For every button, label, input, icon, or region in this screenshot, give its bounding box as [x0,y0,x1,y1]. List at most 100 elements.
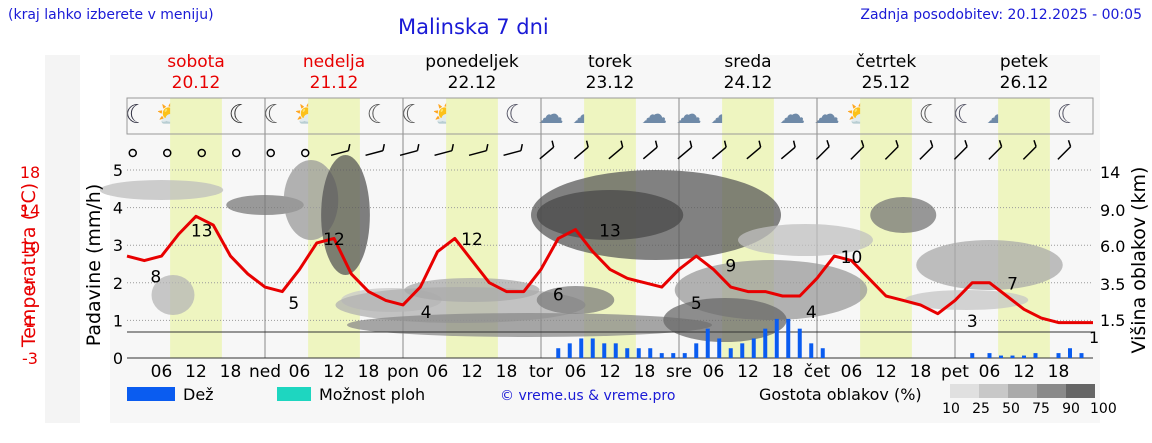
wind-barb-flag [382,143,386,151]
hour-tick: 12 [599,362,621,382]
precip-tick: 1 [113,311,123,330]
cloud-density-blob [663,298,787,342]
temp-tick: 14 [20,201,40,220]
wind-barb-flag [826,140,830,147]
rain-cloud-icon: ☁ [779,100,806,130]
wind-barb-symbol [711,140,727,160]
density-swatch [1037,384,1066,398]
left-axis-panel [45,55,80,423]
hour-tick: 12 [461,362,483,382]
cloud-density-blob [536,286,615,314]
legend-cloud-density-label: Gostota oblakov (%) [759,385,922,404]
day-date: 23.12 [585,73,635,93]
moon-icon: ☾ [228,100,252,130]
wind-barb-flag [964,140,968,147]
rain-bar [567,343,572,358]
rain-cloud-icon: ☁ [813,100,840,130]
density-step-label: 90 [1062,401,1080,417]
hour-tick: 06 [427,362,449,382]
wind-barb-symbol [746,140,762,160]
density-swatch [1008,384,1037,398]
day-date: 25.12 [861,73,911,93]
day-name: petek [999,52,1049,72]
wind-barb-symbol [365,143,386,157]
rain-bar [809,343,814,358]
day-abbrev-tick: sre [666,362,692,382]
rain-bar [1010,355,1015,358]
wind-barb-shaft [503,149,522,157]
hour-tick: 18 [220,362,242,382]
temp-tick: 5 [25,275,35,294]
temperature-line [126,214,1093,325]
wind-barb-symbol [850,140,865,160]
day-abbrev-tick: ned [249,362,281,382]
temp-tick: -3 [22,349,38,368]
fog-moon-icon: ☾ [124,100,149,130]
rain-bar [1068,348,1072,358]
wind-barb-flag [723,140,727,148]
day-name: sreda [724,52,772,72]
temperature-label: 3 [967,312,978,332]
wind-barb-shaft [746,146,762,160]
wind-barb-symbol [539,140,555,160]
day-header-5: četrtek 25.12 [831,52,941,94]
wind-calm-symbol [163,148,172,158]
density-step-label: 75 [1032,401,1050,417]
wind-barb-symbol [330,143,351,157]
rain-cloud-icon: ☁ [675,100,702,130]
wind-barb-symbol [953,140,968,160]
hour-tick: 12 [737,362,759,382]
temperature-label: 9 [725,257,736,277]
wind-barb-symbol [780,140,796,160]
hour-tick: 18 [496,362,518,382]
precip-tick: 5 [113,161,123,180]
temperature-label: 4 [806,303,817,323]
daylight-band [998,98,1050,358]
temperature-label: 12 [461,230,483,250]
moon-rain-icon: ☾ [504,100,528,130]
moon-cloud-icon: ☾ [366,100,390,130]
wind-barb-flag [689,140,693,148]
moon-cloud-icon: ☾ [262,100,287,130]
wind-barb-flag [998,140,1003,147]
day-name: sobota [167,52,225,72]
wind-barb-symbol [642,140,658,160]
wind-barb-flag [520,143,524,151]
cloud-height-axis-title: Višina oblakov (km) [1128,167,1150,354]
legend-storm-swatch [277,387,311,401]
density-swatch [1066,384,1095,398]
day-name: ponedeljek [425,52,519,72]
rain-bar [648,348,653,358]
wind-barb-shaft [399,149,418,157]
precip-tick: 4 [113,199,123,218]
wind-barb-symbol [608,140,624,160]
wind-barb-symbol [988,140,1003,160]
temperature-label: 4 [421,303,432,323]
temp-tick: 1 [25,312,35,331]
cloud-density-blob [904,290,1029,310]
cloud-density-blob [404,278,540,302]
wind-barb-shaft [330,149,349,157]
rain-bar [740,343,745,358]
temperature-label: 6 [553,285,564,305]
wind-barb-shaft [642,146,658,160]
wind-barb-flag [758,140,762,148]
cloud-density-blob [870,197,937,233]
day-header-4: sreda 24.12 [693,52,803,94]
day-date: 24.12 [723,73,773,93]
day-date: 26.12 [999,73,1049,93]
wind-barb-shaft [988,146,1003,160]
temperature-label: 5 [691,294,702,314]
temperature-label: 8 [150,268,161,288]
rain-bar [590,338,595,358]
rain-bar [774,318,779,358]
density-step-label: 50 [1002,401,1020,417]
temperature-label: 13 [599,221,621,241]
day-date: 22.12 [447,73,497,93]
cloud-density-blob [321,155,370,275]
day-abbrev-tick: čet [804,362,831,382]
copyright-link[interactable]: © vreme.us & vreme.pro [500,388,676,404]
region-hint-link[interactable]: (kraj lahko izberete v meniju) [8,7,214,23]
precip-tick: 2 [113,274,123,293]
